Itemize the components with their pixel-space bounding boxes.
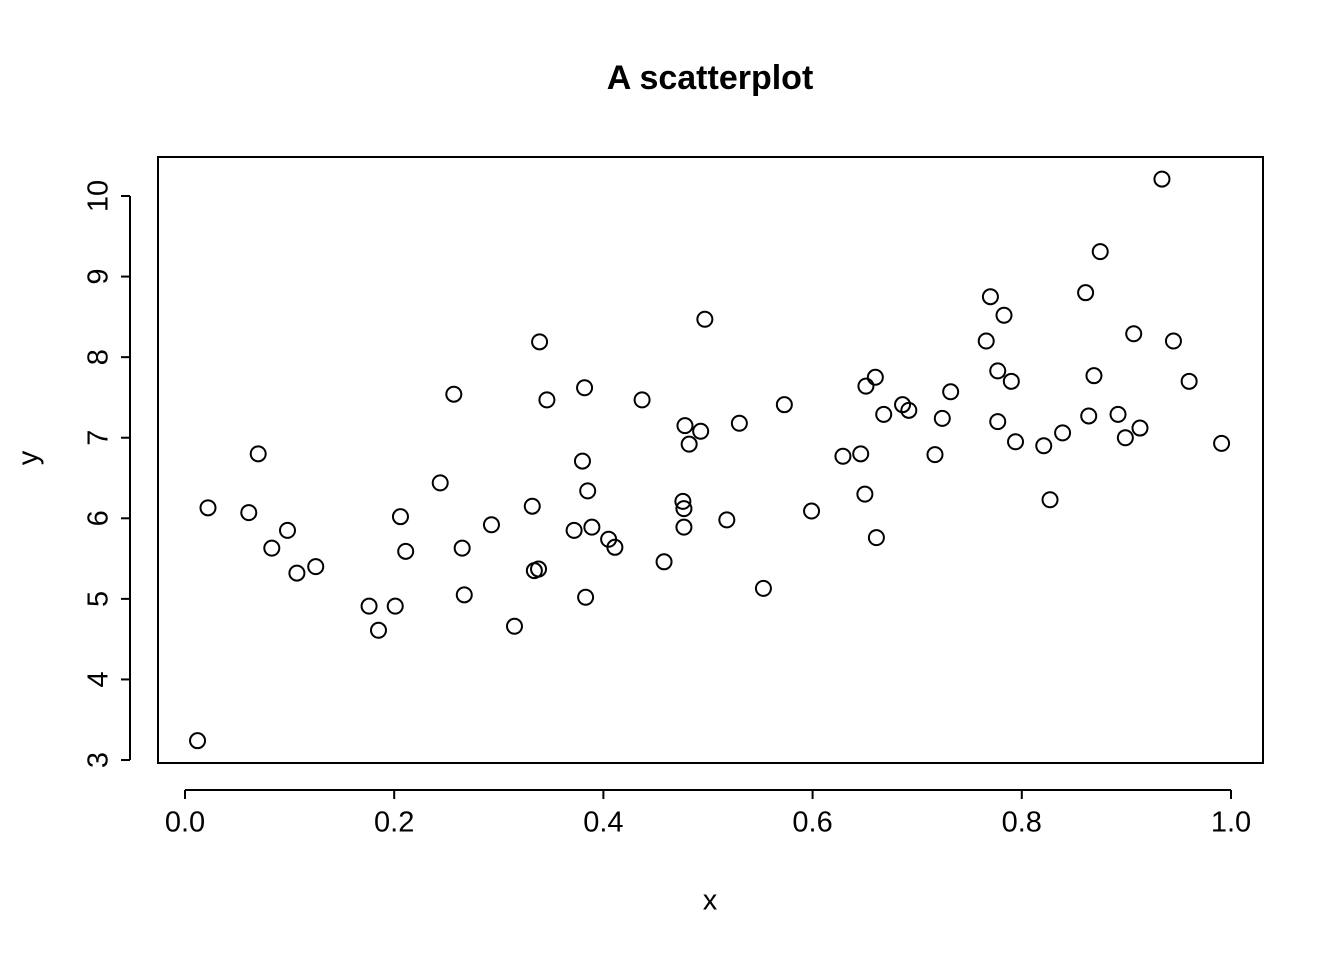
point — [995, 306, 1013, 324]
point — [573, 452, 591, 470]
point — [989, 413, 1007, 431]
point — [505, 617, 523, 635]
point — [453, 539, 471, 557]
y-tick-label: 7 — [83, 430, 115, 446]
point — [455, 586, 473, 604]
point — [633, 391, 651, 409]
point — [675, 518, 693, 536]
point — [579, 482, 597, 500]
point — [189, 732, 207, 750]
point — [199, 499, 217, 517]
point — [1091, 243, 1109, 261]
point — [1116, 429, 1134, 447]
point — [360, 597, 378, 615]
plot-frame — [157, 156, 1264, 764]
point — [538, 391, 556, 409]
point — [1180, 372, 1198, 390]
point — [803, 502, 821, 520]
point — [680, 435, 698, 453]
x-tick-label: 0.0 — [165, 807, 205, 839]
point — [397, 542, 415, 560]
point — [391, 508, 409, 526]
point — [1164, 332, 1182, 350]
point — [482, 516, 500, 534]
x-axis-label: x — [703, 885, 718, 917]
point — [730, 414, 748, 432]
y-axis-label: y — [13, 450, 45, 465]
point — [1054, 424, 1072, 442]
point — [577, 588, 595, 606]
y-tick-label: 5 — [83, 591, 115, 607]
point — [900, 401, 918, 419]
point — [288, 564, 306, 582]
point — [565, 521, 583, 539]
point — [1085, 367, 1103, 385]
point — [696, 310, 714, 328]
point — [866, 368, 884, 386]
point — [867, 529, 885, 547]
point — [278, 521, 296, 539]
point — [1109, 405, 1127, 423]
point — [369, 621, 387, 639]
chart-title: A scatterplot — [607, 59, 814, 97]
point — [1125, 325, 1143, 343]
point — [834, 447, 852, 465]
x-tick-label: 0.2 — [374, 807, 414, 839]
point — [989, 362, 1007, 380]
point — [977, 332, 995, 350]
point — [655, 553, 673, 571]
point — [249, 445, 267, 463]
point — [307, 558, 325, 576]
point — [981, 288, 999, 306]
y-tick-label: 9 — [83, 269, 115, 285]
point — [692, 422, 710, 440]
point — [531, 333, 549, 351]
point — [875, 405, 893, 423]
y-tick-label: 6 — [83, 510, 115, 526]
point — [1080, 407, 1098, 425]
point — [606, 538, 624, 556]
point — [431, 474, 449, 492]
x-tick-label: 0.6 — [792, 807, 832, 839]
point — [926, 446, 944, 464]
point — [754, 579, 772, 597]
point — [852, 445, 870, 463]
point — [1041, 491, 1059, 509]
point — [676, 417, 694, 435]
y-tick-label: 4 — [83, 671, 115, 687]
point — [718, 511, 736, 529]
point — [263, 539, 281, 557]
point — [942, 383, 960, 401]
point — [1213, 434, 1231, 452]
point — [675, 500, 693, 518]
point — [240, 504, 258, 522]
point — [1077, 284, 1095, 302]
point — [386, 597, 404, 615]
point — [856, 485, 874, 503]
point — [1153, 170, 1171, 188]
point — [576, 379, 594, 397]
x-tick-label: 0.4 — [583, 807, 623, 839]
point — [445, 385, 463, 403]
point — [1131, 419, 1149, 437]
x-tick-label: 0.8 — [1002, 807, 1042, 839]
point — [1002, 372, 1020, 390]
point — [1007, 433, 1025, 451]
point — [857, 377, 875, 395]
point — [583, 518, 601, 536]
x-tick-label: 1.0 — [1211, 807, 1251, 839]
point — [674, 492, 692, 510]
y-tick-label: 10 — [83, 180, 115, 212]
point — [775, 396, 793, 414]
y-tick-label: 8 — [83, 349, 115, 365]
y-tick-label: 3 — [83, 752, 115, 768]
point — [523, 497, 541, 515]
point — [1035, 437, 1053, 455]
point — [933, 409, 951, 427]
point — [530, 560, 548, 578]
